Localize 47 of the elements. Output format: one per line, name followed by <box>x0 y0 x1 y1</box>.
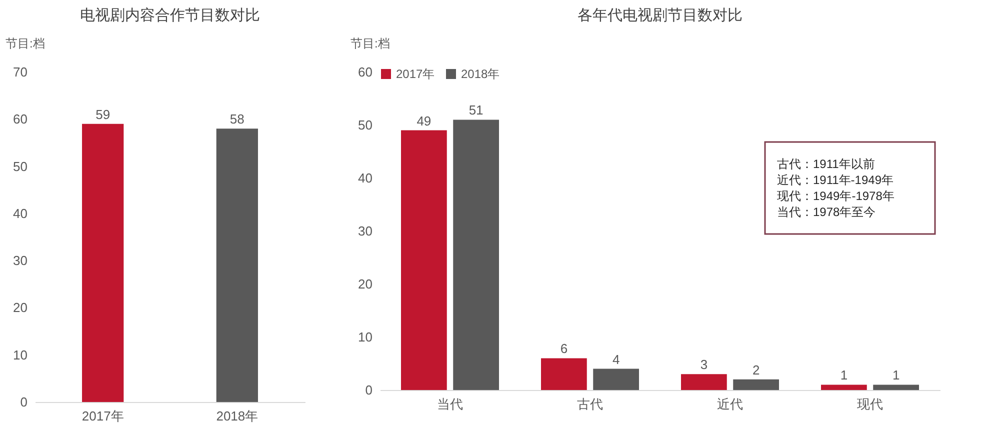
y-tick-label: 0 <box>20 394 28 410</box>
y-axis-title: 节目:档 <box>6 36 45 50</box>
data-label: 1 <box>840 368 848 383</box>
data-label: 59 <box>96 106 110 122</box>
chart-title: 各年代电视剧节目数对比 <box>578 7 742 24</box>
data-label: 51 <box>468 102 484 118</box>
y-axis-title: 节目:档 <box>350 36 390 50</box>
y-tick-label: 30 <box>358 224 372 238</box>
bar <box>541 358 587 390</box>
bar <box>873 384 919 390</box>
data-label: 49 <box>416 113 432 128</box>
bar <box>681 374 727 390</box>
y-tick-label: 30 <box>13 253 28 268</box>
bar <box>733 379 779 390</box>
legend-label: 2017年 <box>396 67 435 81</box>
y-tick-label: 0 <box>365 382 372 398</box>
y-tick-label: 60 <box>358 64 372 80</box>
x-tick-label: 古代 <box>577 396 603 412</box>
y-tick-label: 50 <box>358 118 372 132</box>
y-tick-label: 20 <box>13 300 28 316</box>
annotation: 当代：1978年至今 <box>777 205 876 219</box>
bar <box>401 130 447 390</box>
data-label: 58 <box>230 112 244 127</box>
annotation: 近代：1911年-1949年 <box>777 173 894 187</box>
chart-title: 电视剧内容合作节目数对比 <box>80 7 260 24</box>
data-label: 2 <box>752 362 760 378</box>
y-tick-label: 10 <box>358 330 372 344</box>
bar <box>453 120 499 390</box>
y-tick-label: 40 <box>358 170 372 186</box>
y-tick-label: 10 <box>13 347 28 362</box>
x-tick-label: 当代 <box>437 396 463 412</box>
y-tick-label: 70 <box>13 64 28 80</box>
data-label: 3 <box>700 357 708 372</box>
x-tick-label: 近代 <box>717 396 743 412</box>
y-tick-label: 40 <box>13 206 28 221</box>
data-label: 1 <box>892 368 900 383</box>
y-tick-label: 20 <box>358 276 372 292</box>
annotation: 古代：1911年以前 <box>777 157 875 171</box>
data-label: 4 <box>612 352 620 367</box>
annotation: 现代：1949年-1978年 <box>777 189 894 203</box>
data-label: 6 <box>560 341 568 356</box>
bar <box>593 368 639 390</box>
x-tick-label: 现代 <box>857 396 883 412</box>
legend-label: 2018年 <box>461 67 500 81</box>
y-tick-label: 50 <box>13 158 28 174</box>
y-tick-label: 60 <box>13 112 28 127</box>
bar <box>821 384 867 390</box>
